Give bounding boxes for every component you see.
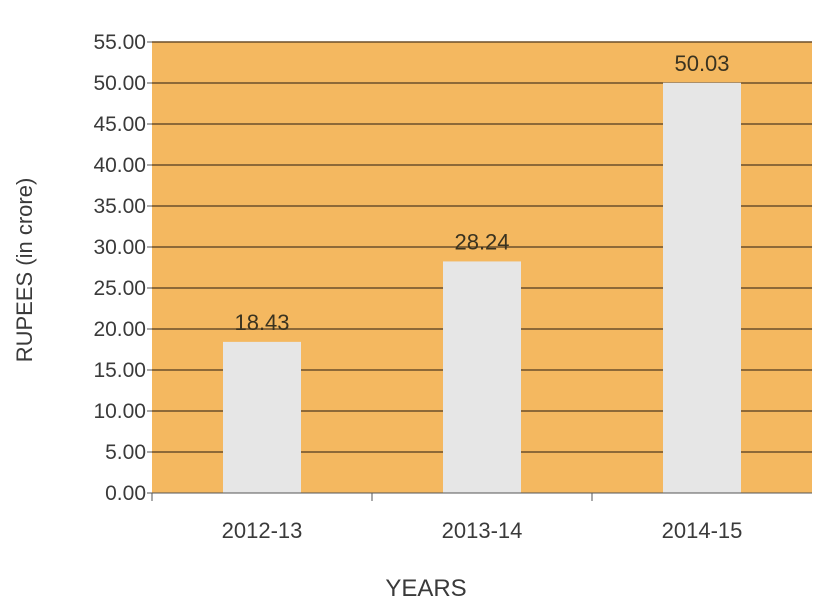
y-tick-label: 25.00 (93, 277, 146, 300)
y-tick-label: 55.00 (93, 31, 146, 54)
bar-2013-14 (443, 261, 521, 493)
bar-2012-13 (223, 341, 301, 493)
y-tick-label: 10.00 (93, 400, 146, 423)
data-label-2012-13: 18.43 (234, 310, 289, 335)
bar-2014-15 (663, 82, 741, 493)
y-axis-title: RUPEES (in crore) (12, 178, 37, 363)
x-tick-label: 2014-15 (662, 518, 743, 543)
y-tick-label: 30.00 (93, 236, 146, 259)
y-tick-label: 35.00 (93, 195, 146, 218)
y-tick-label: 0.00 (105, 482, 146, 505)
y-tick-label: 45.00 (93, 113, 146, 136)
y-tick-label: 5.00 (105, 441, 146, 464)
y-tick-label: 20.00 (93, 318, 146, 341)
y-tick-label: 50.00 (93, 72, 146, 95)
y-tick-label: 15.00 (93, 359, 146, 382)
data-label-2014-15: 50.03 (674, 51, 729, 76)
data-labels: 18.43 28.24 50.03 (234, 51, 729, 335)
x-axis-title: YEARS (385, 575, 466, 602)
bars (223, 82, 741, 493)
data-label-2013-14: 28.24 (454, 229, 509, 254)
x-tick-label: 2012-13 (222, 518, 303, 543)
y-axis-ticks: 0.00 5.00 10.00 15.00 20.00 25.00 30.00 35.00 40… (93, 31, 152, 505)
x-axis: 2012-13 2013-14 2014-15 (151, 492, 812, 543)
y-tick-label: 40.00 (93, 154, 146, 177)
x-tick-label: 2013-14 (442, 518, 523, 543)
